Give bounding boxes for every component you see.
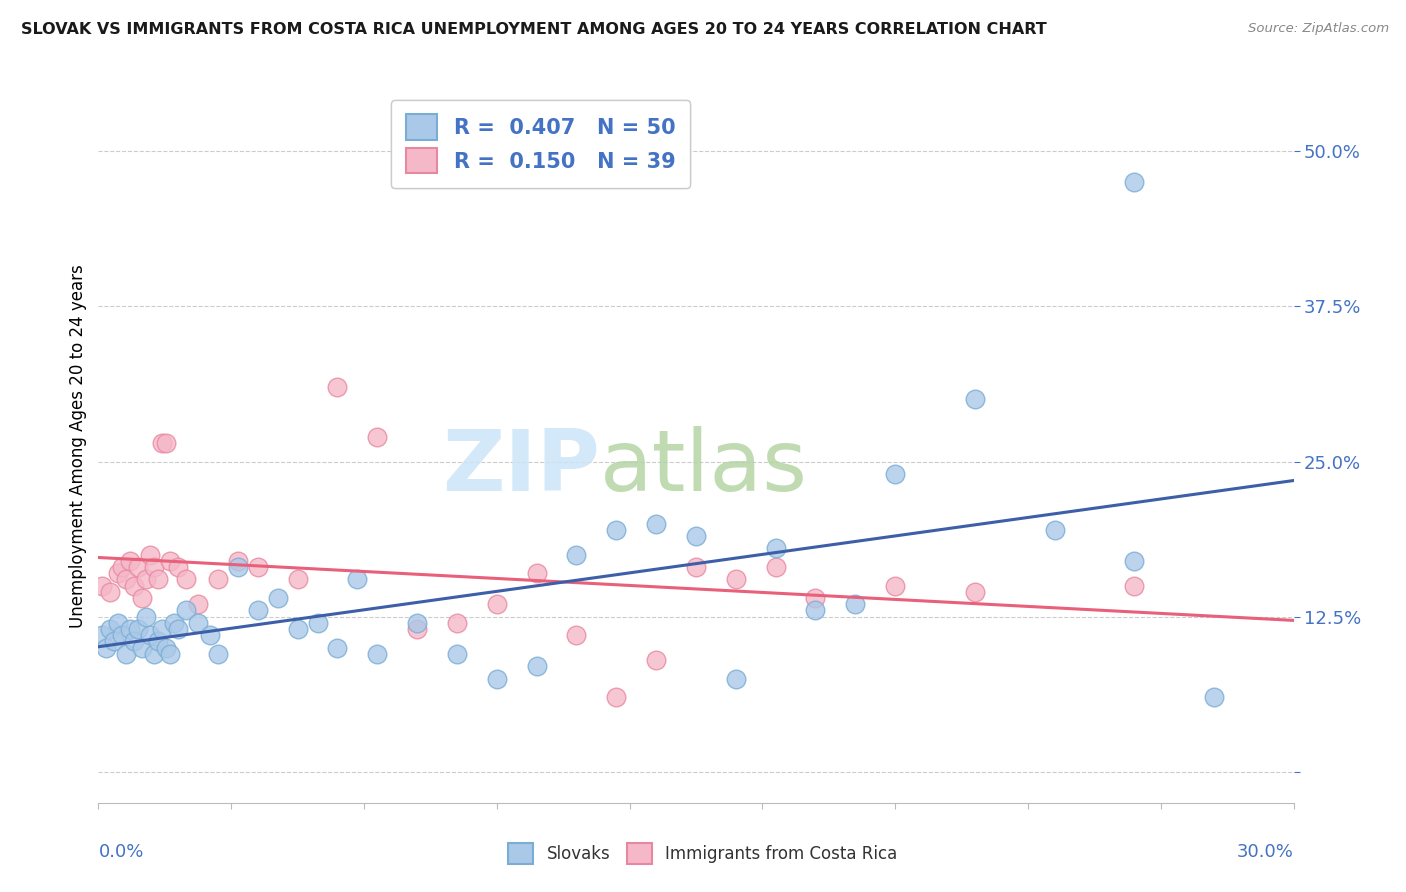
Point xyxy=(485,597,508,611)
Text: SLOVAK VS IMMIGRANTS FROM COSTA RICA UNEMPLOYMENT AMONG AGES 20 TO 24 YEARS CORR: SLOVAK VS IMMIGRANTS FROM COSTA RICA UNE… xyxy=(21,22,1047,37)
Point xyxy=(150,436,173,450)
Point xyxy=(131,591,153,605)
Point xyxy=(1123,554,1146,568)
Point xyxy=(148,573,170,587)
Point xyxy=(326,640,349,655)
Point xyxy=(526,659,548,673)
Point xyxy=(163,615,186,630)
Point xyxy=(406,622,429,636)
Point xyxy=(159,554,181,568)
Point xyxy=(685,560,707,574)
Text: Source: ZipAtlas.com: Source: ZipAtlas.com xyxy=(1249,22,1389,36)
Point xyxy=(98,584,122,599)
Point xyxy=(135,609,157,624)
Point xyxy=(155,640,177,655)
Point xyxy=(346,573,368,587)
Point xyxy=(287,622,309,636)
Point xyxy=(645,653,668,667)
Point xyxy=(287,573,309,587)
Legend: Slovaks, Immigrants from Costa Rica: Slovaks, Immigrants from Costa Rica xyxy=(502,837,904,871)
Point xyxy=(167,560,190,574)
Point xyxy=(485,672,508,686)
Point xyxy=(198,628,221,642)
Point xyxy=(107,615,129,630)
Point xyxy=(115,573,138,587)
Point xyxy=(103,634,125,648)
Point xyxy=(765,560,787,574)
Point xyxy=(127,560,149,574)
Point xyxy=(884,579,907,593)
Point xyxy=(91,579,114,593)
Text: ZIP: ZIP xyxy=(443,425,600,509)
Point xyxy=(1123,175,1146,189)
Point xyxy=(565,628,588,642)
Point xyxy=(366,647,388,661)
Point xyxy=(187,615,209,630)
Point xyxy=(724,672,747,686)
Point xyxy=(135,573,157,587)
Point xyxy=(131,640,153,655)
Text: atlas: atlas xyxy=(600,425,808,509)
Point xyxy=(366,430,388,444)
Point xyxy=(120,554,142,568)
Point xyxy=(685,529,707,543)
Point xyxy=(120,622,142,636)
Point xyxy=(724,573,747,587)
Point xyxy=(124,634,146,648)
Point xyxy=(1123,579,1146,593)
Text: 0.0%: 0.0% xyxy=(98,843,143,861)
Legend: R =  0.407   N = 50, R =  0.150   N = 39: R = 0.407 N = 50, R = 0.150 N = 39 xyxy=(391,100,690,188)
Point xyxy=(326,380,349,394)
Point xyxy=(246,560,269,574)
Point xyxy=(446,647,468,661)
Point xyxy=(963,584,986,599)
Point xyxy=(207,573,229,587)
Y-axis label: Unemployment Among Ages 20 to 24 years: Unemployment Among Ages 20 to 24 years xyxy=(69,264,87,628)
Point xyxy=(307,615,329,630)
Point xyxy=(246,603,269,617)
Point xyxy=(127,622,149,636)
Point xyxy=(155,436,177,450)
Point xyxy=(605,690,627,705)
Point xyxy=(150,622,173,636)
Point xyxy=(98,622,122,636)
Point xyxy=(1043,523,1066,537)
Point xyxy=(526,566,548,581)
Point xyxy=(765,541,787,556)
Point xyxy=(406,615,429,630)
Point xyxy=(804,591,827,605)
Point xyxy=(167,622,190,636)
Point xyxy=(148,634,170,648)
Point xyxy=(565,548,588,562)
Text: 30.0%: 30.0% xyxy=(1237,843,1294,861)
Point xyxy=(91,628,114,642)
Point xyxy=(115,647,138,661)
Point xyxy=(645,516,668,531)
Point xyxy=(159,647,181,661)
Point xyxy=(963,392,986,407)
Point xyxy=(143,560,166,574)
Point xyxy=(605,523,627,537)
Point xyxy=(884,467,907,481)
Point xyxy=(267,591,290,605)
Point xyxy=(207,647,229,661)
Point xyxy=(111,628,134,642)
Point xyxy=(446,615,468,630)
Point xyxy=(139,548,162,562)
Point xyxy=(804,603,827,617)
Point xyxy=(124,579,146,593)
Point xyxy=(226,560,249,574)
Point xyxy=(226,554,249,568)
Point xyxy=(96,640,118,655)
Point xyxy=(174,573,197,587)
Point xyxy=(111,560,134,574)
Point xyxy=(1202,690,1225,705)
Point xyxy=(187,597,209,611)
Point xyxy=(107,566,129,581)
Point xyxy=(174,603,197,617)
Point xyxy=(139,628,162,642)
Point xyxy=(143,647,166,661)
Point xyxy=(844,597,866,611)
